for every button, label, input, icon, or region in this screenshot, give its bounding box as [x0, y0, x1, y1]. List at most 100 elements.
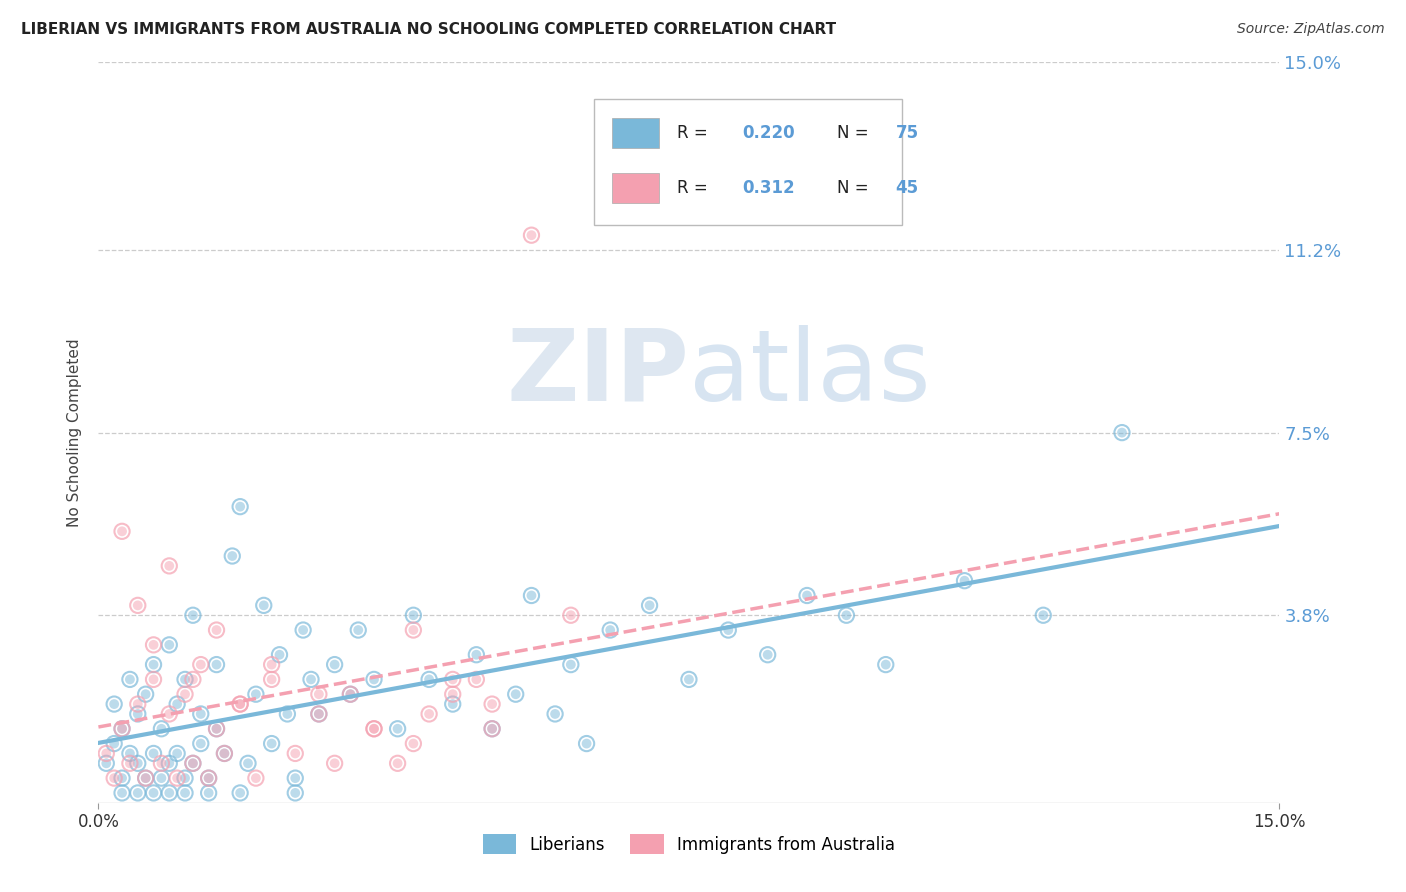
Point	[953, 574, 976, 588]
Point	[197, 771, 219, 785]
Point	[127, 786, 149, 800]
Point	[174, 673, 197, 687]
Point	[174, 687, 197, 701]
Point	[127, 706, 149, 721]
Point	[190, 657, 212, 672]
Point	[197, 786, 219, 800]
Point	[756, 648, 779, 662]
Text: 45: 45	[896, 179, 918, 197]
Point	[127, 599, 149, 613]
Point	[127, 706, 149, 721]
Point	[174, 771, 197, 785]
Point	[418, 673, 440, 687]
Point	[308, 706, 330, 721]
Point	[308, 706, 330, 721]
Point	[181, 608, 204, 623]
Point	[111, 722, 134, 736]
Point	[135, 771, 157, 785]
Point	[96, 747, 118, 761]
Text: 0.220: 0.220	[742, 124, 794, 142]
Point	[269, 648, 291, 662]
Text: R =: R =	[678, 124, 713, 142]
Point	[363, 673, 385, 687]
Point	[323, 657, 346, 672]
Point	[441, 697, 464, 711]
Point	[260, 673, 283, 687]
Point	[347, 623, 370, 637]
Point	[118, 756, 141, 771]
Point	[481, 722, 503, 736]
Point	[678, 673, 700, 687]
Point	[245, 687, 267, 701]
Point	[481, 722, 503, 736]
Point	[111, 722, 134, 736]
Point	[166, 697, 188, 711]
Point	[118, 673, 141, 687]
Point	[441, 687, 464, 701]
Point	[418, 706, 440, 721]
Point	[560, 608, 582, 623]
Point	[402, 608, 425, 623]
Point	[103, 737, 125, 751]
Point	[174, 786, 197, 800]
Point	[292, 623, 315, 637]
Point	[111, 524, 134, 539]
Point	[269, 648, 291, 662]
Point	[205, 623, 228, 637]
Point	[150, 756, 173, 771]
Point	[717, 623, 740, 637]
Point	[135, 771, 157, 785]
Point	[835, 608, 858, 623]
Point	[127, 786, 149, 800]
Point	[229, 786, 252, 800]
Point	[1032, 608, 1054, 623]
Point	[575, 737, 598, 751]
Point	[575, 737, 598, 751]
Point	[560, 657, 582, 672]
Point	[441, 673, 464, 687]
Point	[127, 697, 149, 711]
Point	[678, 673, 700, 687]
Point	[465, 673, 488, 687]
Point	[96, 756, 118, 771]
Point	[174, 786, 197, 800]
Point	[284, 771, 307, 785]
Point	[157, 638, 180, 652]
Point	[284, 786, 307, 800]
Point	[292, 623, 315, 637]
Point	[127, 756, 149, 771]
Point	[166, 747, 188, 761]
Point	[142, 657, 165, 672]
Point	[181, 608, 204, 623]
Point	[111, 524, 134, 539]
Legend: Liberians, Immigrants from Australia: Liberians, Immigrants from Australia	[477, 828, 901, 861]
Point	[150, 771, 173, 785]
Point	[214, 747, 236, 761]
Point	[142, 673, 165, 687]
Point	[756, 648, 779, 662]
Point	[520, 228, 543, 243]
Point	[418, 706, 440, 721]
Point	[190, 657, 212, 672]
Point	[157, 786, 180, 800]
Point	[229, 697, 252, 711]
FancyBboxPatch shape	[612, 173, 659, 203]
Point	[229, 697, 252, 711]
Point	[236, 756, 259, 771]
Point	[308, 706, 330, 721]
Point	[339, 687, 361, 701]
Point	[260, 673, 283, 687]
Point	[127, 756, 149, 771]
Point	[181, 756, 204, 771]
Point	[166, 747, 188, 761]
Point	[387, 756, 409, 771]
Point	[174, 673, 197, 687]
Point	[96, 756, 118, 771]
Point	[363, 722, 385, 736]
Point	[205, 657, 228, 672]
Point	[245, 771, 267, 785]
Point	[111, 722, 134, 736]
Point	[166, 771, 188, 785]
Point	[236, 756, 259, 771]
Text: N =: N =	[837, 124, 873, 142]
